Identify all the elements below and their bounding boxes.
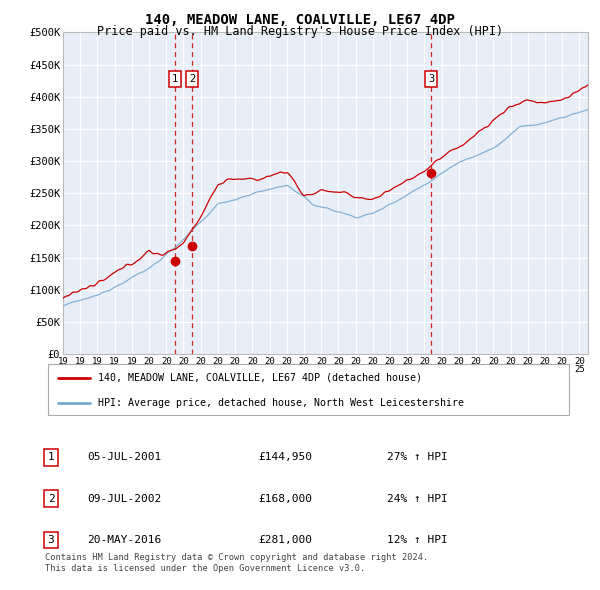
Text: Contains HM Land Registry data © Crown copyright and database right 2024.
This d: Contains HM Land Registry data © Crown c… <box>45 553 428 573</box>
Text: Price paid vs. HM Land Registry's House Price Index (HPI): Price paid vs. HM Land Registry's House … <box>97 25 503 38</box>
Text: 1: 1 <box>172 74 178 84</box>
Text: £168,000: £168,000 <box>258 494 312 503</box>
Text: 140, MEADOW LANE, COALVILLE, LE67 4DP: 140, MEADOW LANE, COALVILLE, LE67 4DP <box>145 13 455 27</box>
Text: £281,000: £281,000 <box>258 535 312 545</box>
Text: HPI: Average price, detached house, North West Leicestershire: HPI: Average price, detached house, Nort… <box>98 398 464 408</box>
Text: 2: 2 <box>190 74 196 84</box>
Text: 24% ↑ HPI: 24% ↑ HPI <box>387 494 448 503</box>
Text: 3: 3 <box>428 74 434 84</box>
Text: 09-JUL-2002: 09-JUL-2002 <box>87 494 161 503</box>
Text: 3: 3 <box>47 535 55 545</box>
Text: 27% ↑ HPI: 27% ↑ HPI <box>387 453 448 462</box>
Text: 1: 1 <box>47 453 55 462</box>
Text: 12% ↑ HPI: 12% ↑ HPI <box>387 535 448 545</box>
Text: 2: 2 <box>47 494 55 503</box>
FancyBboxPatch shape <box>47 364 569 415</box>
Text: £144,950: £144,950 <box>258 453 312 462</box>
Text: 05-JUL-2001: 05-JUL-2001 <box>87 453 161 462</box>
Text: 20-MAY-2016: 20-MAY-2016 <box>87 535 161 545</box>
Text: 140, MEADOW LANE, COALVILLE, LE67 4DP (detached house): 140, MEADOW LANE, COALVILLE, LE67 4DP (d… <box>98 373 422 383</box>
